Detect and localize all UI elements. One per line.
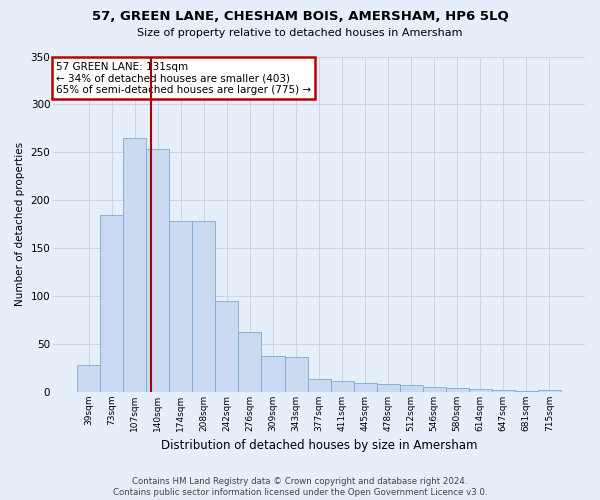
Bar (538, 390, 561, 392)
Bar (124, 138, 146, 392)
Bar (193, 222, 215, 392)
Bar (446, 388, 469, 392)
Text: Size of property relative to detached houses in Amersham: Size of property relative to detached ho… (137, 28, 463, 38)
Bar (284, 356, 308, 392)
Bar (492, 390, 515, 392)
Bar (238, 332, 262, 392)
Bar (515, 391, 538, 392)
Bar (422, 387, 446, 392)
Bar (146, 150, 169, 392)
Bar (377, 384, 400, 392)
Bar (169, 222, 193, 392)
Bar (100, 214, 124, 392)
Bar (77, 365, 100, 392)
Bar (308, 378, 331, 392)
Bar (262, 356, 284, 392)
Text: Contains HM Land Registry data © Crown copyright and database right 2024.: Contains HM Land Registry data © Crown c… (132, 477, 468, 486)
Y-axis label: Number of detached properties: Number of detached properties (15, 142, 25, 306)
Text: 57 GREEN LANE: 131sqm
← 34% of detached houses are smaller (403)
65% of semi-det: 57 GREEN LANE: 131sqm ← 34% of detached … (56, 62, 311, 94)
Text: 57, GREEN LANE, CHESHAM BOIS, AMERSHAM, HP6 5LQ: 57, GREEN LANE, CHESHAM BOIS, AMERSHAM, … (92, 10, 508, 23)
Bar (215, 301, 238, 392)
Bar (353, 384, 377, 392)
X-axis label: Distribution of detached houses by size in Amersham: Distribution of detached houses by size … (161, 440, 477, 452)
Bar (400, 386, 422, 392)
Bar (469, 389, 492, 392)
Bar (331, 382, 353, 392)
Text: Contains public sector information licensed under the Open Government Licence v3: Contains public sector information licen… (113, 488, 487, 497)
